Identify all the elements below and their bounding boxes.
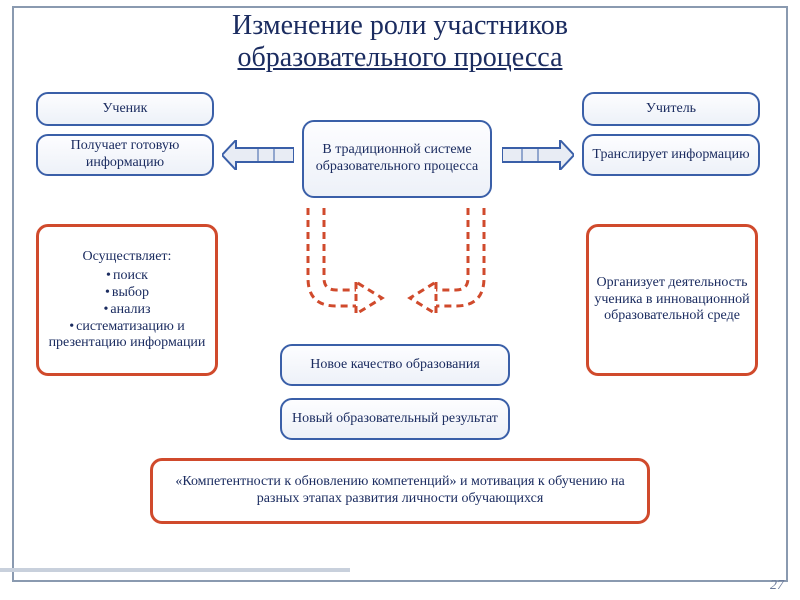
box-teacher-new-action: Организует деятельность ученика в иннова…	[586, 224, 758, 376]
title-line-2: образовательного процесса	[237, 42, 562, 73]
box-student-new-actions: Осуществляет: поиск выбор анализ система…	[36, 224, 218, 376]
student-new-list: поиск выбор анализ систематизацию и през…	[39, 268, 215, 351]
arrow-right-block	[502, 140, 574, 170]
box-new-quality: Новое качество образования	[280, 344, 510, 386]
arrow-dashed-right	[404, 202, 514, 348]
title-line-1: Изменение роли участников	[232, 10, 568, 41]
box-teacher-action: Транслирует информацию	[582, 134, 760, 176]
box-new-result: Новый образовательный результат	[280, 398, 510, 440]
list-item: выбор	[39, 285, 215, 302]
box-teacher-role: Учитель	[582, 92, 760, 126]
page-number: 27	[770, 578, 784, 594]
student-new-lead: Осуществляет:	[83, 249, 172, 266]
box-student-role: Ученик	[36, 92, 214, 126]
list-item: анализ	[39, 302, 215, 319]
box-center-traditional: В традиционной системе образовательного …	[302, 120, 492, 198]
list-item: систематизацию и презентацию информации	[39, 319, 215, 351]
footer-divider	[0, 568, 350, 572]
page-title: Изменение роли участников образовательно…	[0, 10, 800, 74]
box-competencies: «Компетентности к обновлению компетенций…	[150, 458, 650, 524]
arrow-dashed-left	[278, 202, 388, 348]
box-student-action: Получает готовую информацию	[36, 134, 214, 176]
arrow-left-block	[222, 140, 294, 170]
list-item: поиск	[39, 268, 215, 285]
